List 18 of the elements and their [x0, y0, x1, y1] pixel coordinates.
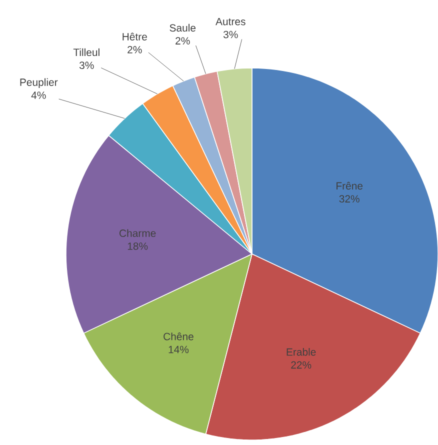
data-label: 18% — [128, 242, 148, 250]
slice-label: Saule — [170, 24, 196, 32]
data-label: 3% — [223, 30, 238, 38]
data-label: 4% — [31, 92, 46, 99]
slice-label: Charme — [119, 229, 156, 237]
slice-label: Autres — [215, 18, 246, 26]
data-label: 2% — [127, 46, 142, 54]
data-label: 2% — [175, 37, 190, 45]
slice-label: Peuplier — [20, 78, 58, 88]
slice-label: Hêtre — [122, 32, 147, 40]
data-label: 14% — [168, 346, 188, 354]
slice-label: Tilleul — [73, 48, 100, 56]
slice-label: Frêne — [336, 182, 362, 190]
data-label: 3% — [79, 62, 94, 70]
data-label: 22% — [290, 361, 311, 369]
slice-label: Chêne — [163, 332, 194, 340]
slice-label: Erable — [286, 348, 316, 356]
data-label: 32% — [339, 195, 360, 203]
